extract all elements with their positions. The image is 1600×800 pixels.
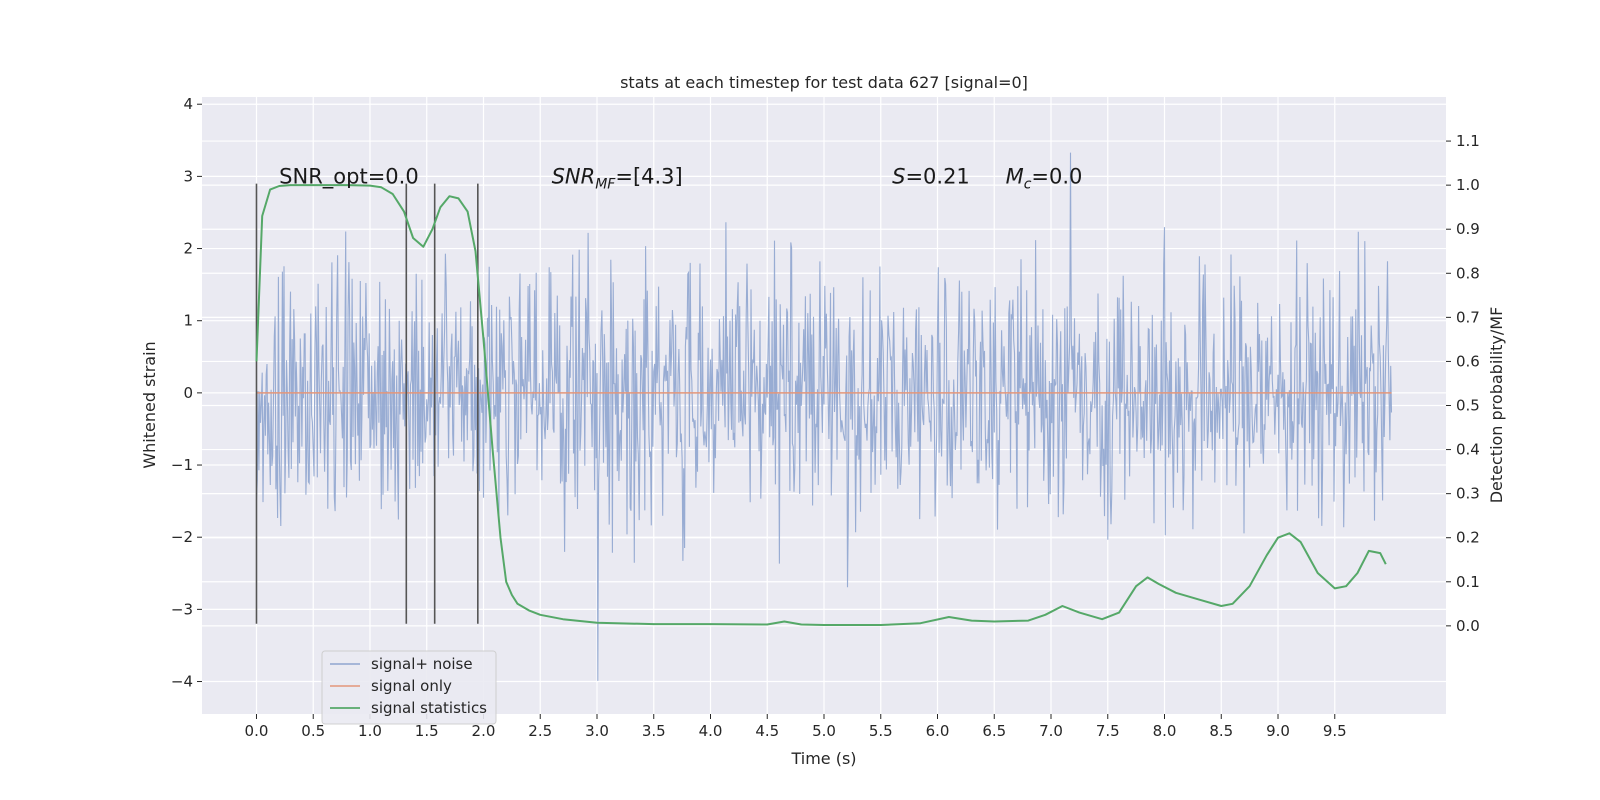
y-axis-left-ticks: 4 3 2 1 0 −1 −2 −3 −4 [171,95,202,691]
legend-label-signal-only: signal only [371,677,452,695]
x-tick-label-5: 2.5 [528,722,552,740]
x-tick-label-18: 9.0 [1266,722,1290,740]
annotation-1: SNRMF=[4.3] [552,164,683,192]
y-axis-right-ticks: 1.1 1.0 0.9 0.8 0.7 0.6 0.5 0.4 0.3 0.2 0.1 0.0 [1446,132,1480,635]
x-tick-label-16: 8.0 [1153,722,1177,740]
x-tick-label-14: 7.0 [1039,722,1063,740]
y-right-tick-label-11: 0.0 [1456,617,1480,635]
y-right-tick-label-2: 0.9 [1456,220,1480,238]
x-tick-label-1: 0.5 [301,722,325,740]
y-right-tick-label-4: 0.7 [1456,308,1480,326]
x-tick-label-7: 3.5 [642,722,666,740]
legend-label-signal-statistics: signal statistics [371,699,487,717]
vertical-markers [255,183,479,624]
noise-trace [255,152,1393,681]
y-right-tick-label-1: 1.0 [1456,176,1480,194]
y-right-tick-label-8: 0.3 [1456,485,1480,503]
x-tick-label-4: 2.0 [472,722,496,740]
y-left-tick-label-7: −3 [171,600,193,618]
x-tick-label-9: 4.5 [755,722,779,740]
y-right-tick-label-0: 1.1 [1456,132,1480,150]
y-left-tick-label-5: −1 [171,456,193,474]
y-left-tick-label-0: 4 [183,95,193,113]
y-axis-right-label: Detection probability/MF [1487,307,1506,504]
y-axis-left-label: Whitened strain [140,341,159,468]
x-tick-label-6: 3.0 [585,722,609,740]
y-left-tick-label-2: 2 [183,240,193,258]
y-right-tick-label-3: 0.8 [1456,264,1480,282]
series-signal-noise [255,152,1393,681]
statistics-curve [255,184,1387,626]
x-tick-label-2: 1.0 [358,722,382,740]
annotation-2: S=0.21 [892,164,970,188]
chart-title: stats at each timestep for test data 627… [620,73,1028,92]
x-tick-label-17: 8.5 [1209,722,1233,740]
x-tick-label-11: 5.5 [869,722,893,740]
y-left-tick-label-1: 3 [183,167,193,185]
y-left-tick-label-6: −2 [171,528,193,546]
y-left-tick-label-8: −4 [171,673,193,691]
legend-label-signal-noise: signal+ noise [371,655,473,673]
x-tick-label-12: 6.0 [926,722,950,740]
y-right-tick-label-5: 0.6 [1456,352,1480,370]
x-axis-ticks: 0.0 0.5 1.0 1.5 2.0 2.5 3.0 3.5 4.0 4.5 5.0 5.5 6.0 6… [245,714,1347,740]
y-right-tick-label-6: 0.5 [1456,397,1480,415]
x-tick-label-8: 4.0 [699,722,723,740]
y-left-tick-label-4: 0 [183,384,193,402]
y-right-tick-label-10: 0.1 [1456,573,1480,591]
y-left-tick-label-3: 1 [183,312,193,330]
annotations: SNR_opt=0.0 SNRMF=[4.3] S=0.21 Mc=0.0 [279,164,1082,192]
x-tick-label-19: 9.5 [1323,722,1347,740]
x-tick-label-10: 5.0 [812,722,836,740]
annotation-3: Mc=0.0 [1006,164,1083,192]
x-tick-label-15: 7.5 [1096,722,1120,740]
y-right-tick-label-9: 0.2 [1456,529,1480,547]
x-tick-label-0: 0.0 [245,722,269,740]
annotation-0: SNR_opt=0.0 [279,164,419,189]
x-tick-label-3: 1.5 [415,722,439,740]
series-signal-statistics [255,184,1387,626]
x-axis-label: Time (s) [790,749,856,768]
legend: signal+ noise signal only signal statist… [321,650,497,725]
y-right-tick-label-7: 0.4 [1456,441,1480,459]
x-tick-label-13: 6.5 [982,722,1006,740]
legend-box [321,650,497,725]
